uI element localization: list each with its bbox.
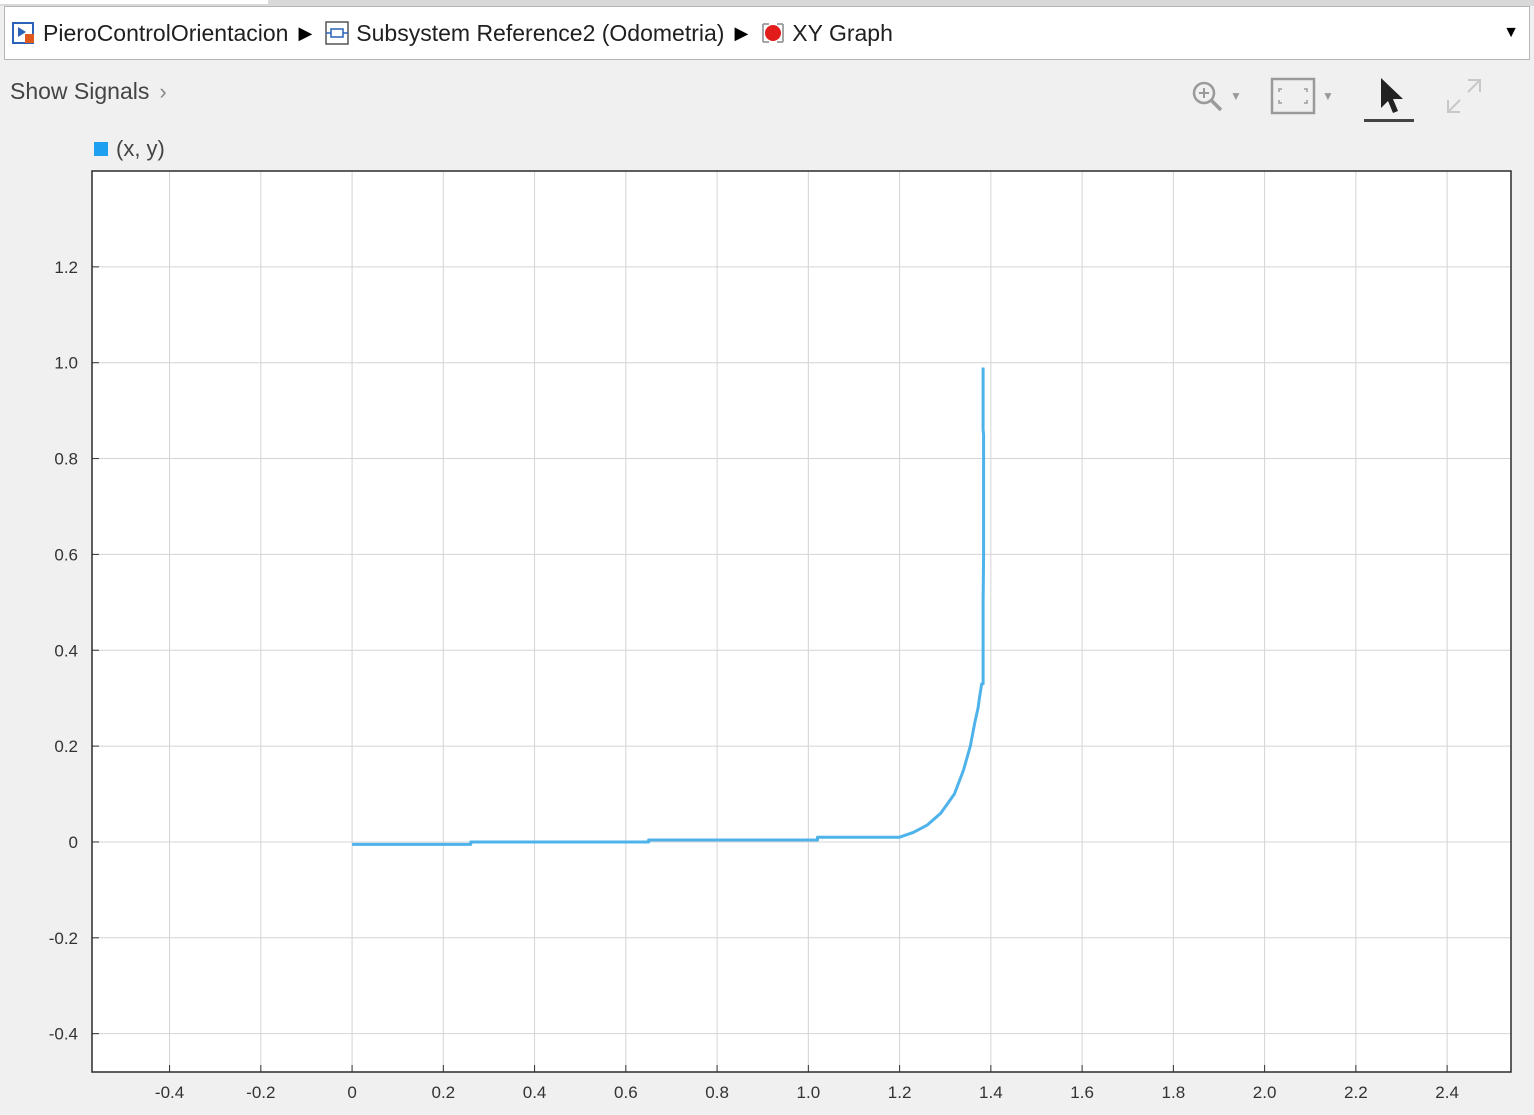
x-tick-label: 2.4 xyxy=(1435,1083,1459,1102)
active-tab-indicator xyxy=(0,0,268,4)
zoom-button[interactable]: ▼ xyxy=(1190,72,1242,120)
y-tick-label: 0.8 xyxy=(54,450,78,469)
xy-graph[interactable]: -0.4 -0.2 0 0.2 0.4 0.6 0.8 1.0 1.2 1.4 1.6 1.8 2.0 2… xyxy=(0,160,1534,1110)
breadcrumb-item-subsystem[interactable]: Subsystem Reference2 (Odometria) xyxy=(318,13,726,53)
legend-label: (x, y) xyxy=(116,136,165,161)
x-tick-label: 2.2 xyxy=(1344,1083,1368,1102)
fit-to-view-button[interactable]: ▼ xyxy=(1270,72,1334,120)
x-tick-label: -0.4 xyxy=(155,1083,184,1102)
x-tick-label: 1.2 xyxy=(888,1083,912,1102)
x-tick-label: 0.8 xyxy=(705,1083,729,1102)
record-icon xyxy=(762,23,785,43)
fit-to-view-icon xyxy=(1270,77,1316,115)
x-tick-label: 0.6 xyxy=(614,1083,638,1102)
series-line xyxy=(352,367,986,846)
zoom-in-icon xyxy=(1192,81,1223,112)
x-tick-label: 0.4 xyxy=(523,1083,547,1102)
breadcrumb-separator-icon: ▶ xyxy=(298,22,313,43)
show-signals-button[interactable]: Show Signals › xyxy=(10,78,167,105)
breadcrumb-label: XY Graph xyxy=(792,19,893,46)
y-tick-label: -0.4 xyxy=(49,1025,78,1044)
toolbar: Show Signals › ▼ ▼ xyxy=(4,62,1530,124)
x-tick-label: 1.4 xyxy=(979,1083,1003,1102)
model-icon xyxy=(12,22,34,44)
breadcrumb: PieroControlOrientacion ▶ Subsystem Refe… xyxy=(4,6,1530,60)
breadcrumb-item-model[interactable]: PieroControlOrientacion xyxy=(5,13,290,53)
plot-area xyxy=(92,171,1511,1072)
breadcrumb-item-xy-graph[interactable]: XY Graph xyxy=(754,13,895,53)
expand-icon xyxy=(1447,79,1481,113)
subsystem-icon xyxy=(325,21,350,45)
chevron-right-icon: › xyxy=(159,78,167,104)
caret-down-icon: ▼ xyxy=(1230,89,1242,103)
chart-legend: (x, y) xyxy=(94,136,165,162)
expand-button[interactable] xyxy=(1444,72,1484,120)
y-tick-label: 0.6 xyxy=(54,545,78,564)
xy-graph-panel: -0.4 -0.2 0 0.2 0.4 0.6 0.8 1.0 1.2 1.4 1.6 1.8 2.0 2… xyxy=(0,160,1534,1110)
x-tick-label: 1.8 xyxy=(1162,1083,1186,1102)
plot-border xyxy=(91,170,1512,1073)
y-tick-label: 0 xyxy=(69,833,78,852)
x-tick-label: 1.6 xyxy=(1070,1083,1094,1102)
show-signals-label: Show Signals xyxy=(10,78,150,104)
legend-swatch xyxy=(94,142,108,156)
y-tick-label: 1.2 xyxy=(54,258,78,277)
chevron-down-icon[interactable]: ▼ xyxy=(1503,24,1519,41)
y-tick-label: -0.2 xyxy=(49,929,78,948)
y-tick-label: 0.4 xyxy=(54,641,78,660)
y-tick-label: 0.2 xyxy=(54,737,78,756)
x-tick-label: 1.0 xyxy=(797,1083,821,1102)
x-tick-label: 2.0 xyxy=(1253,1083,1277,1102)
select-tool-button[interactable] xyxy=(1364,72,1414,122)
breadcrumb-label: Subsystem Reference2 (Odometria) xyxy=(356,19,725,46)
y-tick-label: 1.0 xyxy=(54,354,78,373)
pointer-icon xyxy=(1381,77,1403,113)
window-top-border xyxy=(0,0,1534,6)
breadcrumb-separator-icon: ▶ xyxy=(734,22,749,43)
x-tick-label: -0.2 xyxy=(246,1083,275,1102)
caret-down-icon: ▼ xyxy=(1322,89,1334,103)
x-tick-label: 0.2 xyxy=(432,1083,456,1102)
breadcrumb-label: PieroControlOrientacion xyxy=(43,19,289,46)
x-tick-label: 0 xyxy=(347,1083,356,1102)
